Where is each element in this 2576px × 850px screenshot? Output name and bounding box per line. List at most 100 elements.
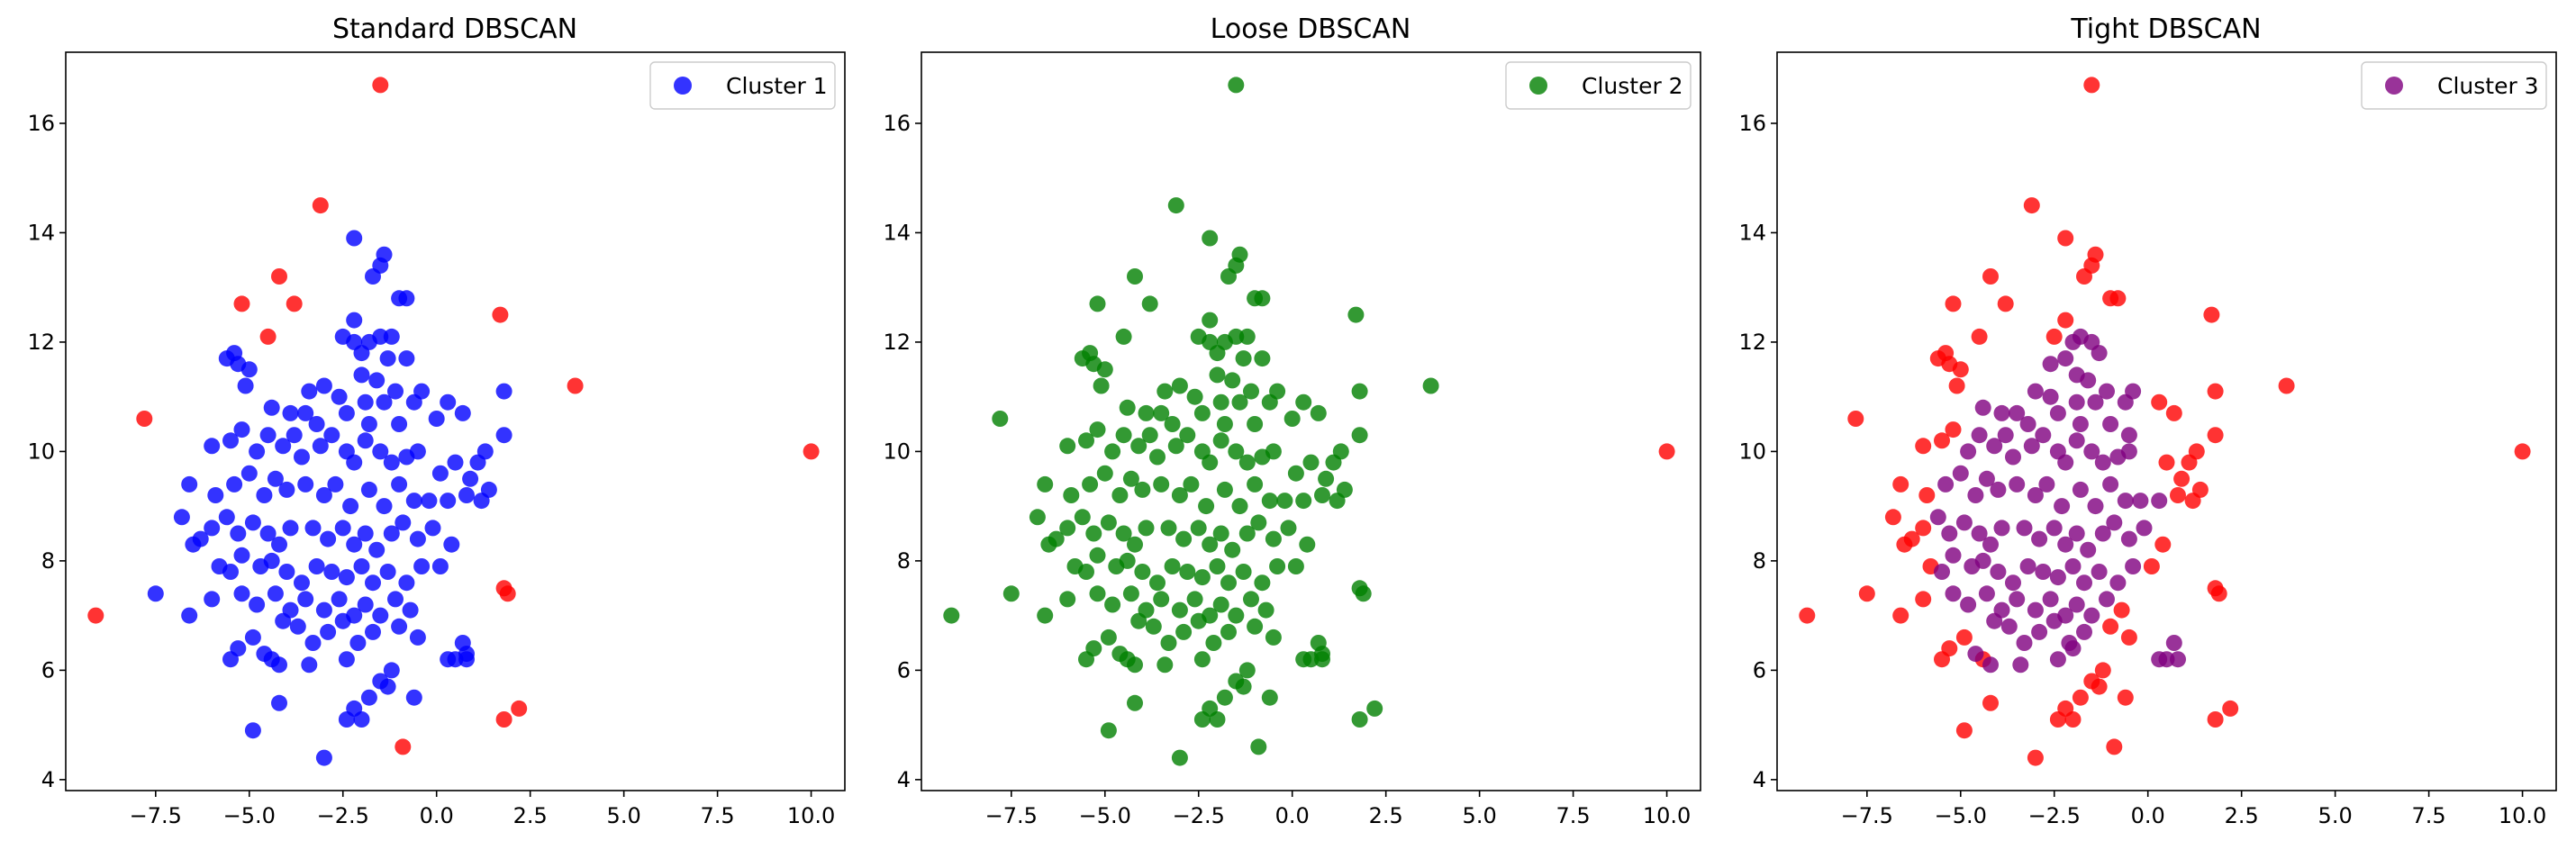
cluster-point	[204, 520, 221, 537]
cluster-point	[376, 393, 393, 411]
cluster-point	[1141, 427, 1158, 444]
cluster-point	[2125, 383, 2142, 400]
cluster-point	[360, 416, 377, 432]
cluster-point	[1029, 509, 1046, 526]
cluster-point	[2072, 481, 2089, 498]
cluster-point	[1037, 607, 1054, 624]
cluster-point	[1265, 530, 1282, 547]
cluster-point	[2042, 591, 2059, 608]
cluster-point	[1149, 574, 1166, 592]
cluster-point	[1978, 470, 1995, 487]
cluster-point	[267, 470, 284, 487]
x-tick-label: 2.5	[1369, 803, 1403, 828]
x-tick-label: −2.5	[317, 803, 369, 828]
axes-frame	[1776, 51, 2557, 791]
cluster-point	[2042, 388, 2059, 405]
y-tick-label: 16	[883, 111, 911, 136]
cluster-point	[447, 454, 464, 471]
cluster-point	[315, 601, 332, 619]
cluster-point	[2019, 558, 2036, 574]
cluster-point	[387, 383, 404, 400]
noise-point	[2049, 711, 2066, 728]
cluster-point	[1228, 328, 1245, 345]
noise-point	[2057, 312, 2074, 329]
noise-point	[1658, 443, 1675, 460]
cluster-point	[1993, 404, 2010, 421]
cluster-point	[1202, 230, 1219, 247]
cluster-point	[1078, 564, 1094, 580]
legend-box	[649, 61, 836, 110]
y-tick-label: 12	[883, 330, 911, 355]
noise-point	[233, 295, 250, 312]
cluster-point	[1100, 514, 1117, 531]
subplot-title: Loose DBSCAN	[1211, 14, 1411, 45]
axes-frame	[65, 51, 846, 791]
noise-point	[2154, 536, 2172, 553]
cluster-point	[2005, 448, 2021, 466]
cluster-point	[1089, 295, 1106, 312]
cluster-point	[1190, 612, 1207, 629]
x-tick-label: −7.5	[130, 803, 182, 828]
cluster-point	[1366, 700, 1383, 717]
y-tick-label: 12	[1738, 330, 1766, 355]
cluster-point	[1261, 493, 1278, 510]
cluster-point	[2045, 612, 2063, 629]
cluster-point	[409, 628, 426, 646]
noise-point	[2143, 558, 2160, 574]
x-tick-label: 5.0	[2318, 803, 2353, 828]
noise-point	[2207, 711, 2224, 728]
cluster-point	[1967, 646, 1984, 663]
cluster-point	[2151, 493, 2168, 510]
cluster-point	[1141, 295, 1158, 312]
cluster-point	[1228, 607, 1245, 624]
noise-point	[136, 411, 153, 427]
cluster-point	[395, 514, 412, 531]
cluster-point	[357, 432, 374, 449]
cluster-point	[1127, 268, 1143, 285]
cluster-point	[2091, 564, 2108, 580]
cluster-point	[1186, 388, 1203, 405]
x-tick-label: 0.0	[1275, 803, 1310, 828]
cluster-point	[1209, 366, 1226, 384]
cluster-point	[1040, 536, 1057, 553]
cluster-point	[2087, 498, 2104, 515]
legend-label: Cluster 1	[726, 73, 828, 99]
cluster-point	[259, 427, 277, 444]
cluster-point	[1145, 618, 1162, 635]
noise-point	[2072, 689, 2089, 706]
noise-point	[2117, 689, 2134, 706]
cluster-point	[440, 393, 457, 411]
cluster-point	[1243, 591, 1259, 608]
cluster-point	[1171, 487, 1188, 503]
noise-point	[395, 738, 412, 755]
noise-point	[1892, 475, 1909, 493]
cluster-point	[383, 525, 400, 542]
cluster-point	[1202, 312, 1219, 329]
cluster-point	[1100, 722, 1117, 739]
cluster-point	[398, 350, 415, 367]
cluster-point	[2064, 558, 2082, 574]
cluster-point	[2057, 350, 2074, 367]
cluster-point	[204, 438, 221, 455]
cluster-point	[2099, 383, 2115, 400]
cluster-point	[1295, 393, 1312, 411]
cluster-point	[1955, 514, 1973, 531]
cluster-point	[1937, 475, 1955, 493]
cluster-point	[353, 345, 370, 362]
cluster-point	[383, 328, 400, 345]
cluster-point	[334, 520, 351, 537]
noise-point	[312, 197, 329, 214]
cluster-point	[2170, 651, 2186, 668]
x-tick-label: 7.5	[1556, 803, 1591, 828]
cluster-point	[2158, 651, 2175, 668]
cluster-point	[1422, 377, 1439, 394]
noise-point	[492, 306, 509, 323]
cluster-point	[173, 509, 190, 526]
noise-point	[2102, 618, 2119, 635]
cluster-point	[1122, 585, 1139, 602]
cluster-point	[1276, 493, 1293, 510]
cluster-point	[2038, 475, 2055, 493]
noise-point	[499, 585, 516, 602]
cluster-point	[2068, 432, 2085, 449]
cluster-point	[458, 651, 475, 668]
